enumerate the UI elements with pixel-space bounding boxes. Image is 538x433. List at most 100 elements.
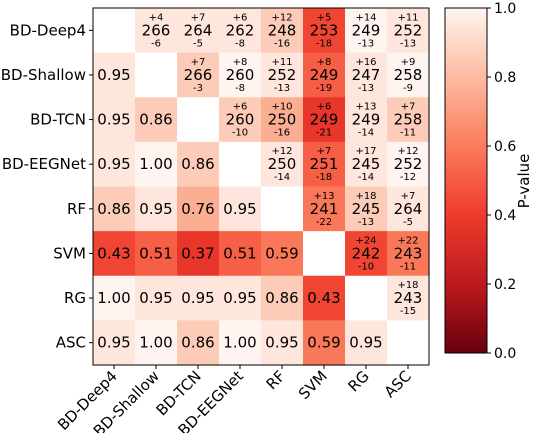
cell-median-value: 241 bbox=[310, 200, 339, 218]
pvalue-label: 0.95 bbox=[223, 200, 256, 218]
cell-upper-delta: +7 bbox=[401, 102, 416, 113]
heatmap-cell-7-0 bbox=[93, 320, 136, 366]
cell-lower-delta: -13 bbox=[358, 83, 374, 94]
cell-median-value: 252 bbox=[394, 21, 423, 39]
cell-upper-delta: +17 bbox=[355, 146, 376, 157]
cell-median-value: 248 bbox=[268, 21, 297, 39]
heatmap-cell-2-6 bbox=[345, 97, 388, 143]
column-label: SVM bbox=[295, 367, 331, 403]
heatmap-cell-3-4 bbox=[261, 141, 304, 188]
row-label: ASC bbox=[56, 334, 86, 352]
cell-median-value: 249 bbox=[352, 21, 381, 39]
heatmap-cell-7-3 bbox=[219, 320, 262, 366]
cell-lower-delta: -8 bbox=[235, 83, 245, 94]
heatmap-cell-0-5 bbox=[303, 8, 346, 54]
cell-lower-delta: -11 bbox=[400, 261, 416, 272]
cell-lower-delta: -12 bbox=[400, 172, 416, 183]
heatmap-cell-5-0 bbox=[93, 231, 136, 277]
cell-lower-delta: -21 bbox=[316, 128, 332, 139]
row-label: BD-Deep4 bbox=[10, 21, 86, 39]
cell-median-value: 252 bbox=[394, 155, 423, 173]
colorbar-tick-label: 0.8 bbox=[494, 70, 516, 86]
pvalue-label: 0.95 bbox=[265, 334, 298, 352]
cell-annotations: 0.95 0.95 0.86 0.95 1.00 0.86 0.86 0.95 0.76 0.95… bbox=[97, 12, 422, 351]
cell-lower-delta: -5 bbox=[403, 217, 413, 228]
cell-lower-delta: -15 bbox=[400, 306, 416, 317]
heatmap-cell-7-5 bbox=[303, 320, 346, 366]
pvalue-label: 0.76 bbox=[181, 200, 214, 218]
pvalue-label: 1.00 bbox=[139, 334, 172, 352]
pvalue-label: 0.86 bbox=[139, 111, 172, 129]
heatmap-cell-2-5 bbox=[303, 97, 346, 143]
heatmap-cell-2-1 bbox=[135, 97, 178, 143]
heatmap-cell-5-7 bbox=[387, 231, 430, 277]
heatmap-cell-1-5 bbox=[303, 52, 346, 98]
cell-lower-delta: -9 bbox=[403, 83, 413, 94]
heatmap-cell-3-1 bbox=[135, 141, 178, 188]
pvalue-label: 0.86 bbox=[181, 334, 214, 352]
row-labels: BD-Deep4 BD-Shallow BD-TCN BD-EEGNet RF SVM RG… bbox=[1, 21, 93, 352]
row-label: BD-EEGNet bbox=[2, 155, 86, 173]
heatmap-cell-4-0 bbox=[93, 186, 136, 232]
cell-upper-delta: +7 bbox=[191, 57, 206, 68]
cell-median-value: 253 bbox=[310, 21, 339, 39]
cell-lower-delta: -14 bbox=[358, 172, 374, 183]
heatmap-cell-2-2 bbox=[177, 97, 220, 143]
heatmap-cell-7-6 bbox=[345, 320, 388, 366]
row-label: RG bbox=[64, 289, 86, 307]
cell-upper-delta: +14 bbox=[355, 12, 376, 23]
column-label: RG bbox=[345, 367, 373, 395]
cell-upper-delta: +11 bbox=[271, 57, 292, 68]
cell-median-value: 258 bbox=[394, 111, 423, 129]
cell-lower-delta: -10 bbox=[358, 261, 374, 272]
cell-lower-delta: -14 bbox=[358, 128, 374, 139]
heatmap-cell-3-2 bbox=[177, 141, 220, 188]
heatmap-cell-2-4 bbox=[261, 97, 304, 143]
pvalue-label: 0.95 bbox=[349, 334, 382, 352]
heatmap-cell-4-6 bbox=[345, 186, 388, 232]
cell-upper-delta: +8 bbox=[317, 57, 332, 68]
colorbar-label: P-value bbox=[515, 154, 533, 209]
pvalue-label: 1.00 bbox=[139, 155, 172, 173]
cell-median-value: 250 bbox=[268, 155, 297, 173]
heatmap-cell-1-6 bbox=[345, 52, 388, 98]
pvalue-label: 0.43 bbox=[307, 289, 340, 307]
heatmap-cell-6-1 bbox=[135, 275, 178, 321]
pvalue-label: 0.59 bbox=[265, 244, 298, 262]
cell-median-value: 243 bbox=[394, 244, 423, 262]
cell-lower-delta: -6 bbox=[151, 38, 161, 49]
heatmap-cell-7-7 bbox=[387, 320, 430, 366]
pvalue-label: 0.95 bbox=[223, 289, 256, 307]
cell-median-value: 243 bbox=[394, 289, 423, 307]
cell-upper-delta: +6 bbox=[233, 102, 248, 113]
pvalue-label: 0.37 bbox=[181, 244, 214, 262]
cell-lower-delta: -18 bbox=[316, 38, 332, 49]
cell-lower-delta: -8 bbox=[235, 38, 245, 49]
heatmap-cell-0-1 bbox=[135, 8, 178, 54]
heatmap-cell-6-0 bbox=[93, 275, 136, 321]
cell-upper-delta: +13 bbox=[355, 102, 376, 113]
heatmap-cell-5-4 bbox=[261, 231, 304, 277]
heatmap-cell-4-1 bbox=[135, 186, 178, 232]
colorbar-ticks: 0.0 0.2 0.4 0.6 0.8 1.0 bbox=[487, 1, 516, 362]
row-label: BD-TCN bbox=[30, 111, 86, 129]
heatmap-cell-0-7 bbox=[387, 8, 430, 54]
pvalue-label: 0.95 bbox=[97, 334, 130, 352]
row-label: RF bbox=[67, 200, 86, 218]
cell-upper-delta: +6 bbox=[233, 12, 248, 23]
heatmap-cell-4-5 bbox=[303, 186, 346, 232]
cell-upper-delta: +12 bbox=[397, 146, 418, 157]
cell-lower-delta: -19 bbox=[316, 83, 332, 94]
heatmap-cell-0-4 bbox=[261, 8, 304, 54]
cell-median-value: 264 bbox=[184, 21, 213, 39]
row-label: SVM bbox=[53, 244, 86, 262]
pvalue-label: 0.59 bbox=[307, 334, 340, 352]
cell-median-value: 245 bbox=[352, 155, 381, 173]
heatmap-cell-4-3 bbox=[219, 186, 262, 232]
heatmap-cell-1-3 bbox=[219, 52, 262, 98]
pvalue-label: 0.43 bbox=[97, 244, 130, 262]
pvalue-label: 1.00 bbox=[223, 334, 256, 352]
heatmap-cell-0-6 bbox=[345, 8, 388, 54]
